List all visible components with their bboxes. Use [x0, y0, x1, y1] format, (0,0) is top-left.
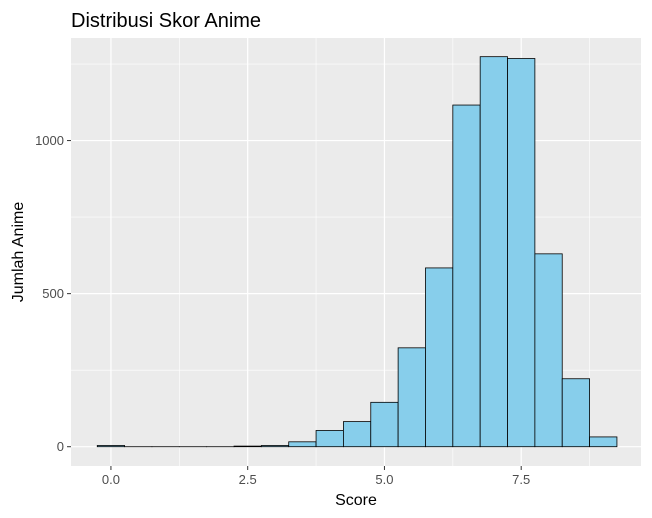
y-axis-title: Jumlah Anime	[10, 202, 27, 303]
x-axis-ticks: 0.0 2.5 5.0 7.5	[102, 466, 530, 487]
histogram-bar	[479, 56, 508, 448]
x-axis-title: Score	[335, 492, 377, 509]
histogram-bar	[397, 347, 426, 448]
histogram-bar	[507, 58, 536, 448]
histogram-bar	[233, 445, 262, 448]
y-tick-label: 0	[57, 439, 64, 454]
chart-title: Distribusi Skor Anime	[71, 10, 261, 32]
histogram-bar	[589, 436, 618, 448]
histogram-bar	[315, 430, 344, 448]
histogram-bar	[260, 445, 290, 448]
y-tick-label: 500	[42, 286, 64, 301]
histogram-bar	[452, 104, 481, 448]
histogram-bar	[288, 441, 317, 448]
x-tick-label: 0.0	[102, 472, 120, 487]
histogram-bar	[425, 267, 454, 448]
x-tick-label: 7.5	[512, 472, 530, 487]
x-tick-label: 2.5	[239, 472, 257, 487]
histogram-bars	[96, 56, 618, 448]
histogram-bar	[370, 401, 399, 448]
histogram-bar	[534, 253, 563, 448]
histogram-bar	[561, 378, 590, 448]
y-tick-label: 1000	[35, 133, 64, 148]
y-axis-ticks: 0 500 1000	[35, 133, 71, 454]
histogram-bar	[96, 445, 126, 448]
x-tick-label: 5.0	[375, 472, 393, 487]
histogram-bar	[343, 421, 372, 448]
